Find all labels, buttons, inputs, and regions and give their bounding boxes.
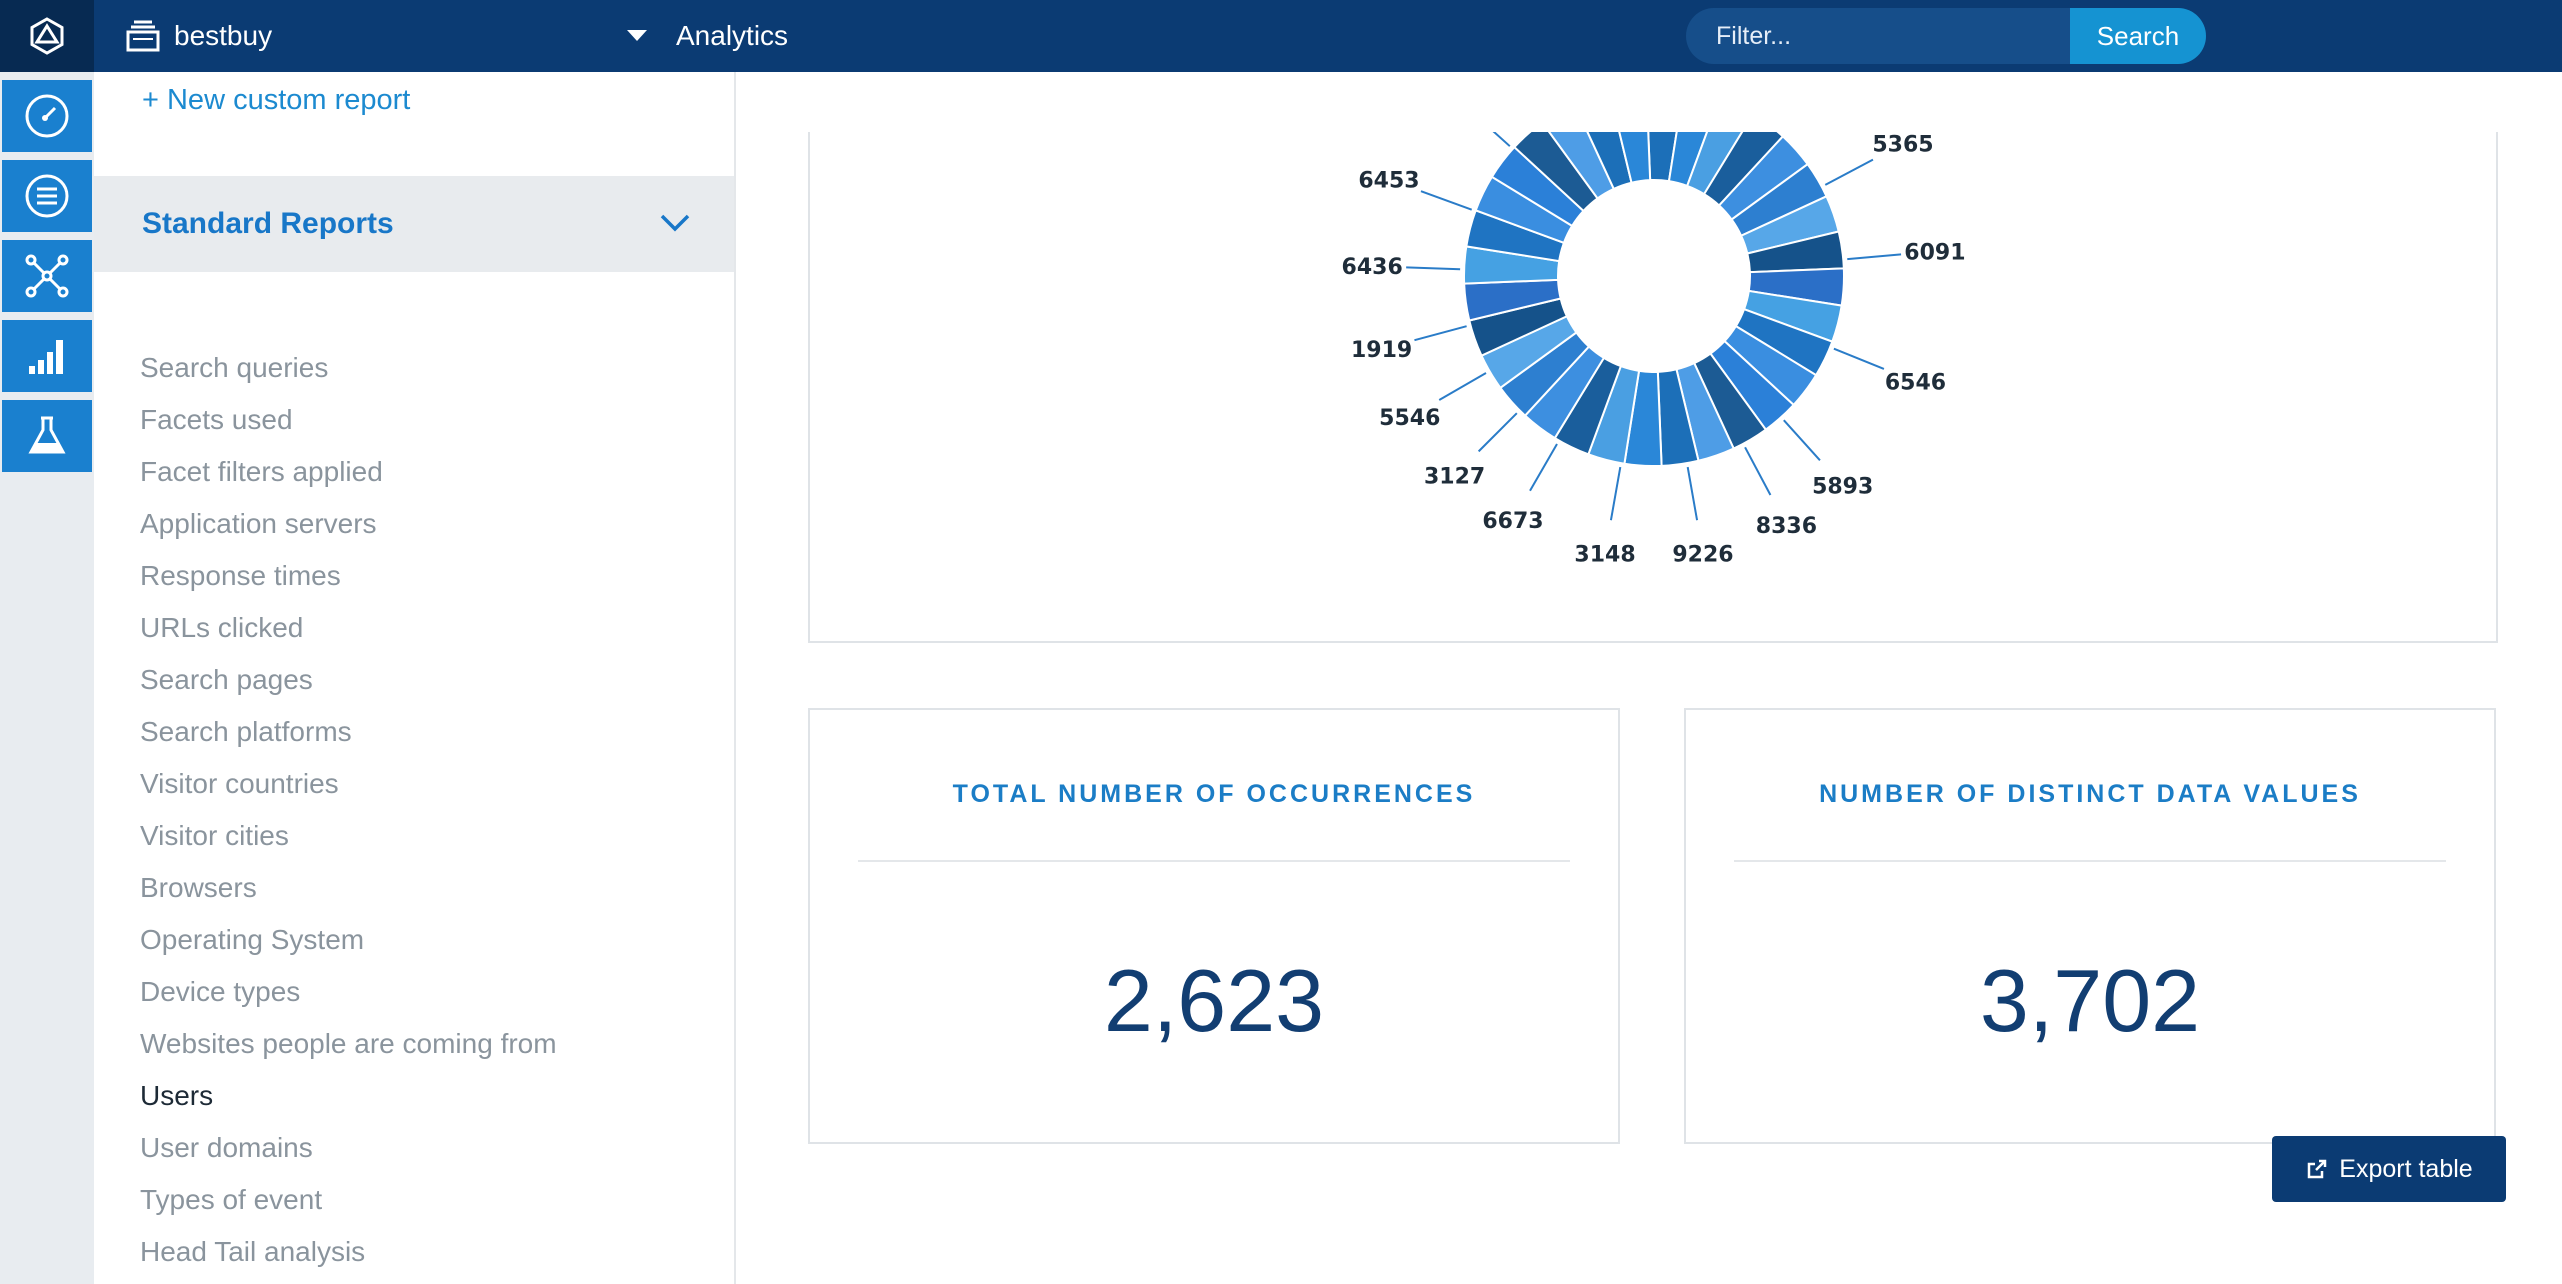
reports-sidebar: + New custom report Standard Reports Sea… <box>94 72 736 1284</box>
report-item[interactable]: Browsers <box>140 872 257 903</box>
slice-label: 6673 <box>1482 509 1543 534</box>
standard-reports-title: Standard Reports <box>142 207 394 240</box>
occurrences-title: TOTAL NUMBER OF OCCURRENCES <box>952 780 1476 808</box>
report-item[interactable]: Search platforms <box>140 716 352 747</box>
leader-line <box>1847 253 1902 261</box>
report-item[interactable]: Websites people are coming from <box>140 1028 557 1059</box>
occurrences-value: 2,623 <box>1103 951 1325 1050</box>
leader-line <box>1420 190 1473 211</box>
leader-line <box>1783 419 1821 461</box>
divider <box>1734 860 2446 862</box>
rail-network[interactable] <box>2 240 92 312</box>
slice-label: 5546 <box>1379 406 1440 431</box>
slice-label: 6453 <box>1358 169 1419 194</box>
slice-label: 8336 <box>1756 514 1817 539</box>
new-custom-report-link[interactable]: + New custom report <box>142 84 411 116</box>
leader-line <box>1609 466 1622 521</box>
leader-line <box>1529 443 1558 492</box>
report-item[interactable]: User domains <box>140 1132 313 1163</box>
report-item[interactable]: Search queries <box>140 352 329 383</box>
rail-analytics[interactable] <box>2 320 92 392</box>
icon-rail <box>0 72 94 1284</box>
analytics-bars-icon <box>29 340 63 374</box>
leader-line <box>1744 446 1772 496</box>
distinct-values-card: NUMBER OF DISTINCT DATA VALUES 3,702 <box>1684 708 2496 1144</box>
report-list: Search queries Facets used Facet filters a… <box>140 342 557 1278</box>
leader-line <box>1438 372 1487 401</box>
report-item[interactable]: URLs clicked <box>140 612 304 643</box>
report-item[interactable]: Types of event <box>140 1184 323 1215</box>
logo-icon <box>30 17 64 55</box>
chevron-down-icon <box>660 214 690 232</box>
slice-label: 3127 <box>1424 464 1485 489</box>
report-item[interactable]: Visitor cities <box>140 820 289 851</box>
rail-lab[interactable] <box>2 400 92 472</box>
standard-reports-header[interactable]: Standard Reports <box>94 176 734 272</box>
leader-line <box>1686 466 1699 521</box>
list-icon <box>25 174 69 218</box>
leader-line <box>1833 347 1885 370</box>
leader-line <box>1477 412 1518 453</box>
slice-label: 6436 <box>1342 255 1403 280</box>
report-item[interactable]: Facet filters applied <box>140 456 383 487</box>
slice-label: 5893 <box>1812 475 1873 500</box>
app-logo[interactable] <box>0 0 94 72</box>
leader-line <box>1414 325 1467 342</box>
dashboard-icon <box>25 94 69 138</box>
donut-slice[interactable] <box>1610 132 1652 184</box>
share-icon <box>2308 1159 2327 1179</box>
filter-input[interactable]: Filter... <box>1686 8 2070 64</box>
report-item[interactable]: Visitor countries <box>140 768 339 799</box>
slice-label: 1919 <box>1351 338 1412 363</box>
top-bar: bestbuy Analytics Filter... Search <box>0 0 2562 72</box>
distinct-values-title: NUMBER OF DISTINCT DATA VALUES <box>1819 780 2361 808</box>
rail-dashboard[interactable] <box>2 80 92 152</box>
chevron-down-icon[interactable] <box>622 26 652 46</box>
export-table-label: Export table <box>2339 1154 2473 1183</box>
export-table-button[interactable]: Export table <box>2272 1136 2506 1202</box>
slice-label: 5365 <box>1872 133 1933 158</box>
divider <box>858 860 1570 862</box>
collection-icon <box>126 20 160 52</box>
report-item[interactable]: Head Tail analysis <box>140 1236 366 1267</box>
leader-line <box>1824 158 1874 186</box>
report-item[interactable]: Response times <box>140 560 341 591</box>
collection-name: bestbuy <box>174 20 273 51</box>
collection-selector[interactable]: bestbuy <box>126 0 272 72</box>
report-item[interactable]: Users <box>140 1080 214 1111</box>
distinct-values-value: 3,702 <box>1979 951 2201 1050</box>
report-item[interactable]: Search pages <box>140 664 313 695</box>
flask-icon <box>28 416 66 454</box>
slice-label: 3148 <box>1574 543 1635 568</box>
leader-line <box>1492 132 1511 147</box>
slice-label: 6546 <box>1885 371 1946 396</box>
main-panel: 9255365609165465893833692263148667331275… <box>736 72 2562 1284</box>
donut-chart-card: 9255365609165465893833692263148667331275… <box>808 132 2498 643</box>
occurrences-card: TOTAL NUMBER OF OCCURRENCES 2,623 <box>808 708 1620 1144</box>
report-item[interactable]: Operating System <box>140 924 365 955</box>
section-title: Analytics <box>676 20 789 51</box>
report-item[interactable]: Facets used <box>140 404 293 435</box>
slice-label: 9226 <box>1672 543 1733 568</box>
slice-label: 6091 <box>1904 240 1965 265</box>
donut-chart: 9255365609165465893833692263148667331275… <box>1342 132 1966 568</box>
report-item[interactable]: Application servers <box>140 508 377 539</box>
search-button[interactable]: Search <box>2070 8 2206 64</box>
rail-list[interactable] <box>2 160 92 232</box>
report-item[interactable]: Device types <box>140 976 301 1007</box>
leader-line <box>1406 266 1461 271</box>
network-icon <box>25 254 69 298</box>
